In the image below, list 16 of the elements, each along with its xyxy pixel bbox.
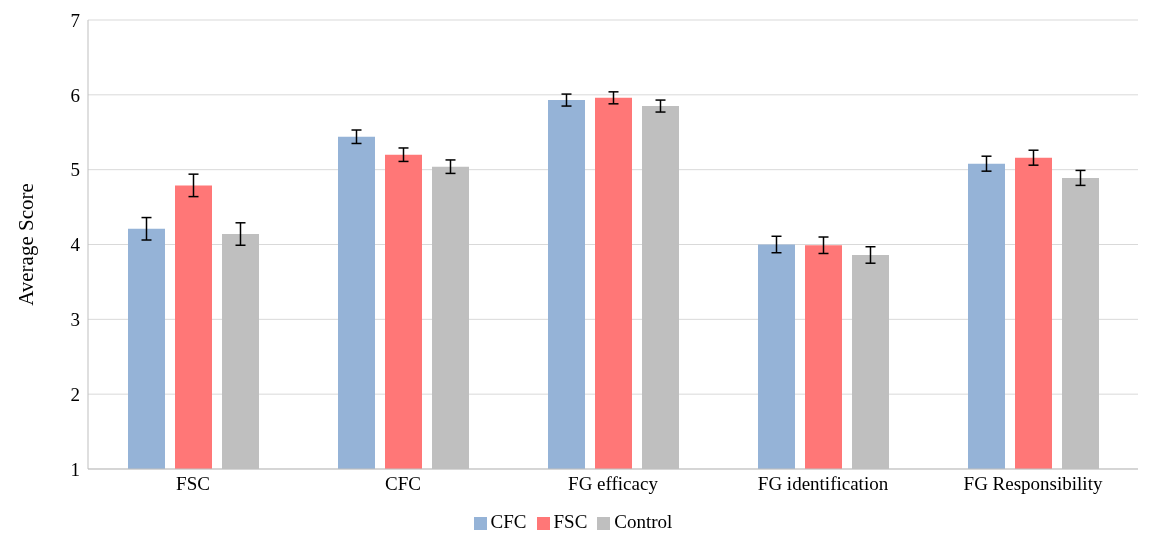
y-tick-label: 7 [70,9,80,31]
y-axis-title: Average Score [14,183,39,306]
x-tick-label: FG efficacy [568,473,659,495]
y-tick-label: 6 [70,84,80,106]
legend-label: CFC [490,511,527,532]
x-tick-label: CFC [385,473,421,495]
x-tick-label: FG identification [757,473,889,495]
y-tick-label: 5 [70,159,80,181]
y-tick-label: 2 [70,383,80,405]
legend-label: FSC [553,511,588,532]
y-tick-label: 4 [70,234,81,256]
x-tick-label: FG Responsibility [963,473,1103,495]
legend-label: Control [614,511,673,532]
y-tick-label: 3 [70,309,80,331]
y-tick-label: 1 [70,458,80,480]
x-tick-label: FSC [176,473,210,495]
